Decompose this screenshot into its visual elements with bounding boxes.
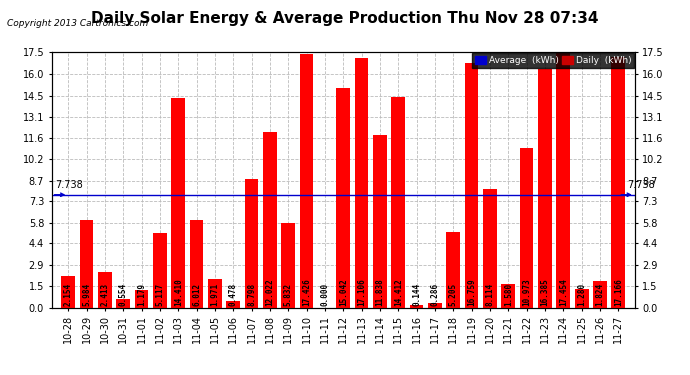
Text: 0.286: 0.286 <box>431 283 440 306</box>
Bar <box>611 57 625 308</box>
Bar <box>117 299 130 307</box>
Bar <box>299 54 313 307</box>
Bar <box>208 279 221 308</box>
Text: 2.154: 2.154 <box>63 283 72 306</box>
Bar <box>483 189 497 308</box>
Bar <box>153 233 167 308</box>
Text: 17.426: 17.426 <box>302 279 311 306</box>
Bar <box>556 53 570 307</box>
Text: Copyright 2013 Cartronics.com: Copyright 2013 Cartronics.com <box>7 19 148 28</box>
Text: 16.759: 16.759 <box>467 279 476 306</box>
Bar <box>355 58 368 308</box>
Bar <box>520 148 533 308</box>
Text: Daily Solar Energy & Average Production Thu Nov 28 07:34: Daily Solar Energy & Average Production … <box>91 11 599 26</box>
Text: 17.166: 17.166 <box>614 279 623 306</box>
Bar <box>337 88 350 308</box>
Bar <box>391 98 405 308</box>
Text: 1.824: 1.824 <box>595 283 604 306</box>
Text: 5.117: 5.117 <box>155 283 164 306</box>
Text: 0.144: 0.144 <box>412 283 421 306</box>
Text: 12.022: 12.022 <box>266 279 275 306</box>
Text: 7.738: 7.738 <box>55 180 83 190</box>
Bar <box>61 276 75 308</box>
Bar <box>171 98 185 308</box>
Text: 0.554: 0.554 <box>119 283 128 306</box>
Text: 17.454: 17.454 <box>559 279 568 306</box>
Bar <box>80 220 93 308</box>
Bar <box>410 305 424 308</box>
Bar <box>263 132 277 308</box>
Text: 2.413: 2.413 <box>101 283 110 306</box>
Text: 6.012: 6.012 <box>192 283 201 306</box>
Bar <box>428 303 442 307</box>
Bar <box>245 179 259 308</box>
Bar <box>373 135 387 308</box>
Bar <box>538 69 552 308</box>
Text: 8.114: 8.114 <box>486 283 495 306</box>
Text: 11.838: 11.838 <box>375 279 384 306</box>
Text: 14.410: 14.410 <box>174 279 183 306</box>
Bar <box>465 63 478 308</box>
Bar <box>446 232 460 308</box>
Text: 0.478: 0.478 <box>229 283 238 306</box>
Text: 8.798: 8.798 <box>247 283 256 306</box>
Bar <box>502 285 515 308</box>
Text: 1.179: 1.179 <box>137 283 146 306</box>
Text: 15.042: 15.042 <box>339 279 348 306</box>
Text: 16.385: 16.385 <box>540 279 549 306</box>
Text: 5.984: 5.984 <box>82 283 91 306</box>
Text: 14.412: 14.412 <box>394 279 403 306</box>
Legend: Average  (kWh), Daily  (kWh): Average (kWh), Daily (kWh) <box>472 53 634 68</box>
Text: 1.971: 1.971 <box>210 283 219 306</box>
Bar <box>226 300 240 307</box>
Text: 1.280: 1.280 <box>577 283 586 306</box>
Text: 10.973: 10.973 <box>522 279 531 306</box>
Text: 17.106: 17.106 <box>357 279 366 306</box>
Text: 0.000: 0.000 <box>320 283 329 306</box>
Bar <box>593 281 607 308</box>
Text: 5.205: 5.205 <box>448 283 457 306</box>
Text: 5.832: 5.832 <box>284 283 293 306</box>
Text: 1.580: 1.580 <box>504 283 513 306</box>
Bar <box>135 290 148 308</box>
Bar <box>575 289 589 308</box>
Text: 7.738: 7.738 <box>627 180 656 190</box>
Bar <box>190 220 204 308</box>
Bar <box>282 222 295 308</box>
Bar <box>98 272 112 308</box>
